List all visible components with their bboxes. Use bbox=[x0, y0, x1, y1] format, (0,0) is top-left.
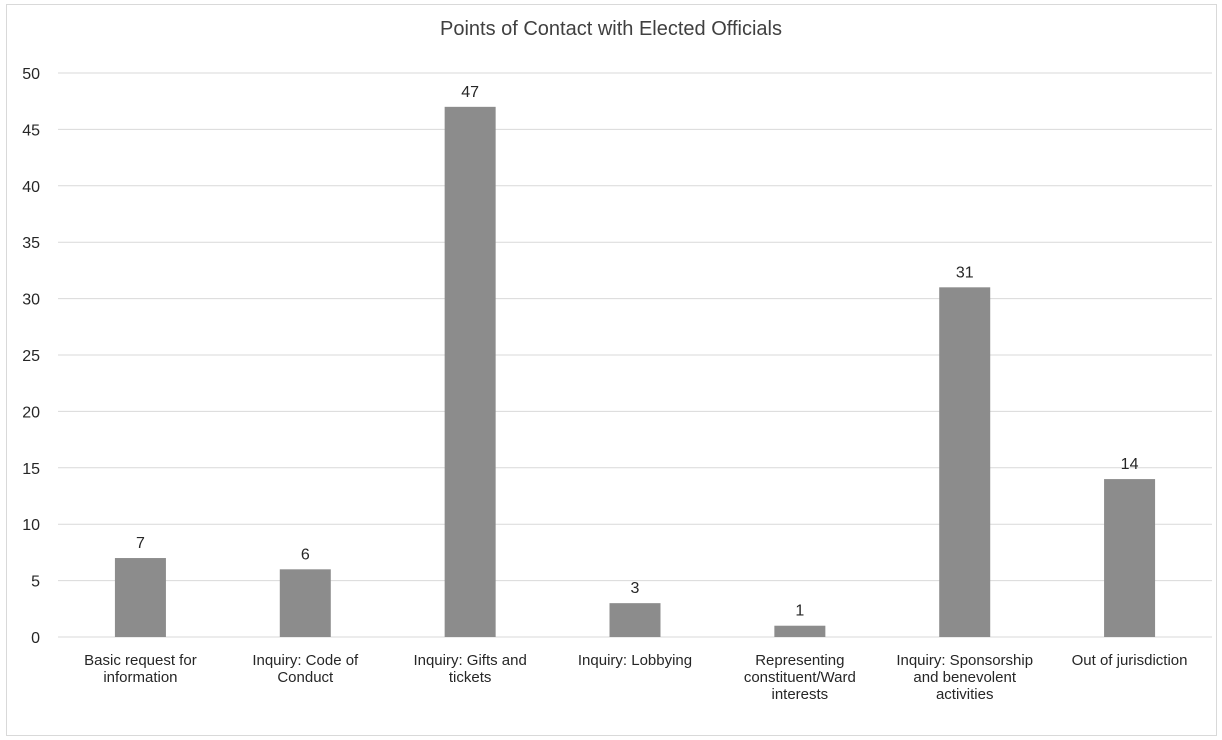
data-label: 1 bbox=[795, 603, 804, 620]
chart-title: Points of Contact with Elected Officials bbox=[439, 18, 782, 40]
x-tick-label: Inquiry: Sponsorship and benevolent acti… bbox=[896, 652, 1034, 703]
bar bbox=[939, 287, 991, 637]
bar bbox=[774, 625, 826, 637]
y-tick-label: 35 bbox=[22, 235, 40, 252]
data-label: 31 bbox=[956, 264, 974, 281]
data-label: 14 bbox=[1121, 456, 1139, 473]
y-tick-label: 25 bbox=[22, 348, 40, 365]
y-tick-label: 45 bbox=[22, 122, 40, 139]
y-tick-label: 30 bbox=[22, 292, 40, 309]
y-tick-label: 5 bbox=[31, 574, 40, 591]
x-tick-label: Inquiry: Gifts and tickets bbox=[413, 652, 527, 686]
y-tick-label: 20 bbox=[22, 404, 40, 421]
x-tick-label: Inquiry: Lobbying bbox=[577, 652, 693, 669]
bar bbox=[444, 106, 496, 638]
y-tick-label: 10 bbox=[22, 517, 40, 534]
y-tick-label: 40 bbox=[22, 179, 40, 196]
bar bbox=[609, 603, 661, 637]
x-tick-label: Out of jurisdiction bbox=[1071, 652, 1188, 669]
y-tick-label: 50 bbox=[22, 66, 40, 83]
bar bbox=[279, 569, 331, 637]
x-tick-label: Representing constituent/Ward interests bbox=[743, 652, 856, 703]
data-label: 7 bbox=[136, 535, 145, 552]
x-tick-label: Basic request for information bbox=[84, 652, 197, 686]
data-label: 47 bbox=[461, 84, 479, 101]
data-label: 6 bbox=[301, 546, 310, 563]
bar bbox=[114, 558, 166, 637]
bar bbox=[1104, 479, 1156, 637]
y-tick-label: 0 bbox=[31, 630, 40, 647]
y-tick-label: 15 bbox=[22, 461, 40, 478]
data-label: 3 bbox=[631, 580, 640, 597]
x-tick-label: Inquiry: Code of Conduct bbox=[252, 652, 359, 686]
